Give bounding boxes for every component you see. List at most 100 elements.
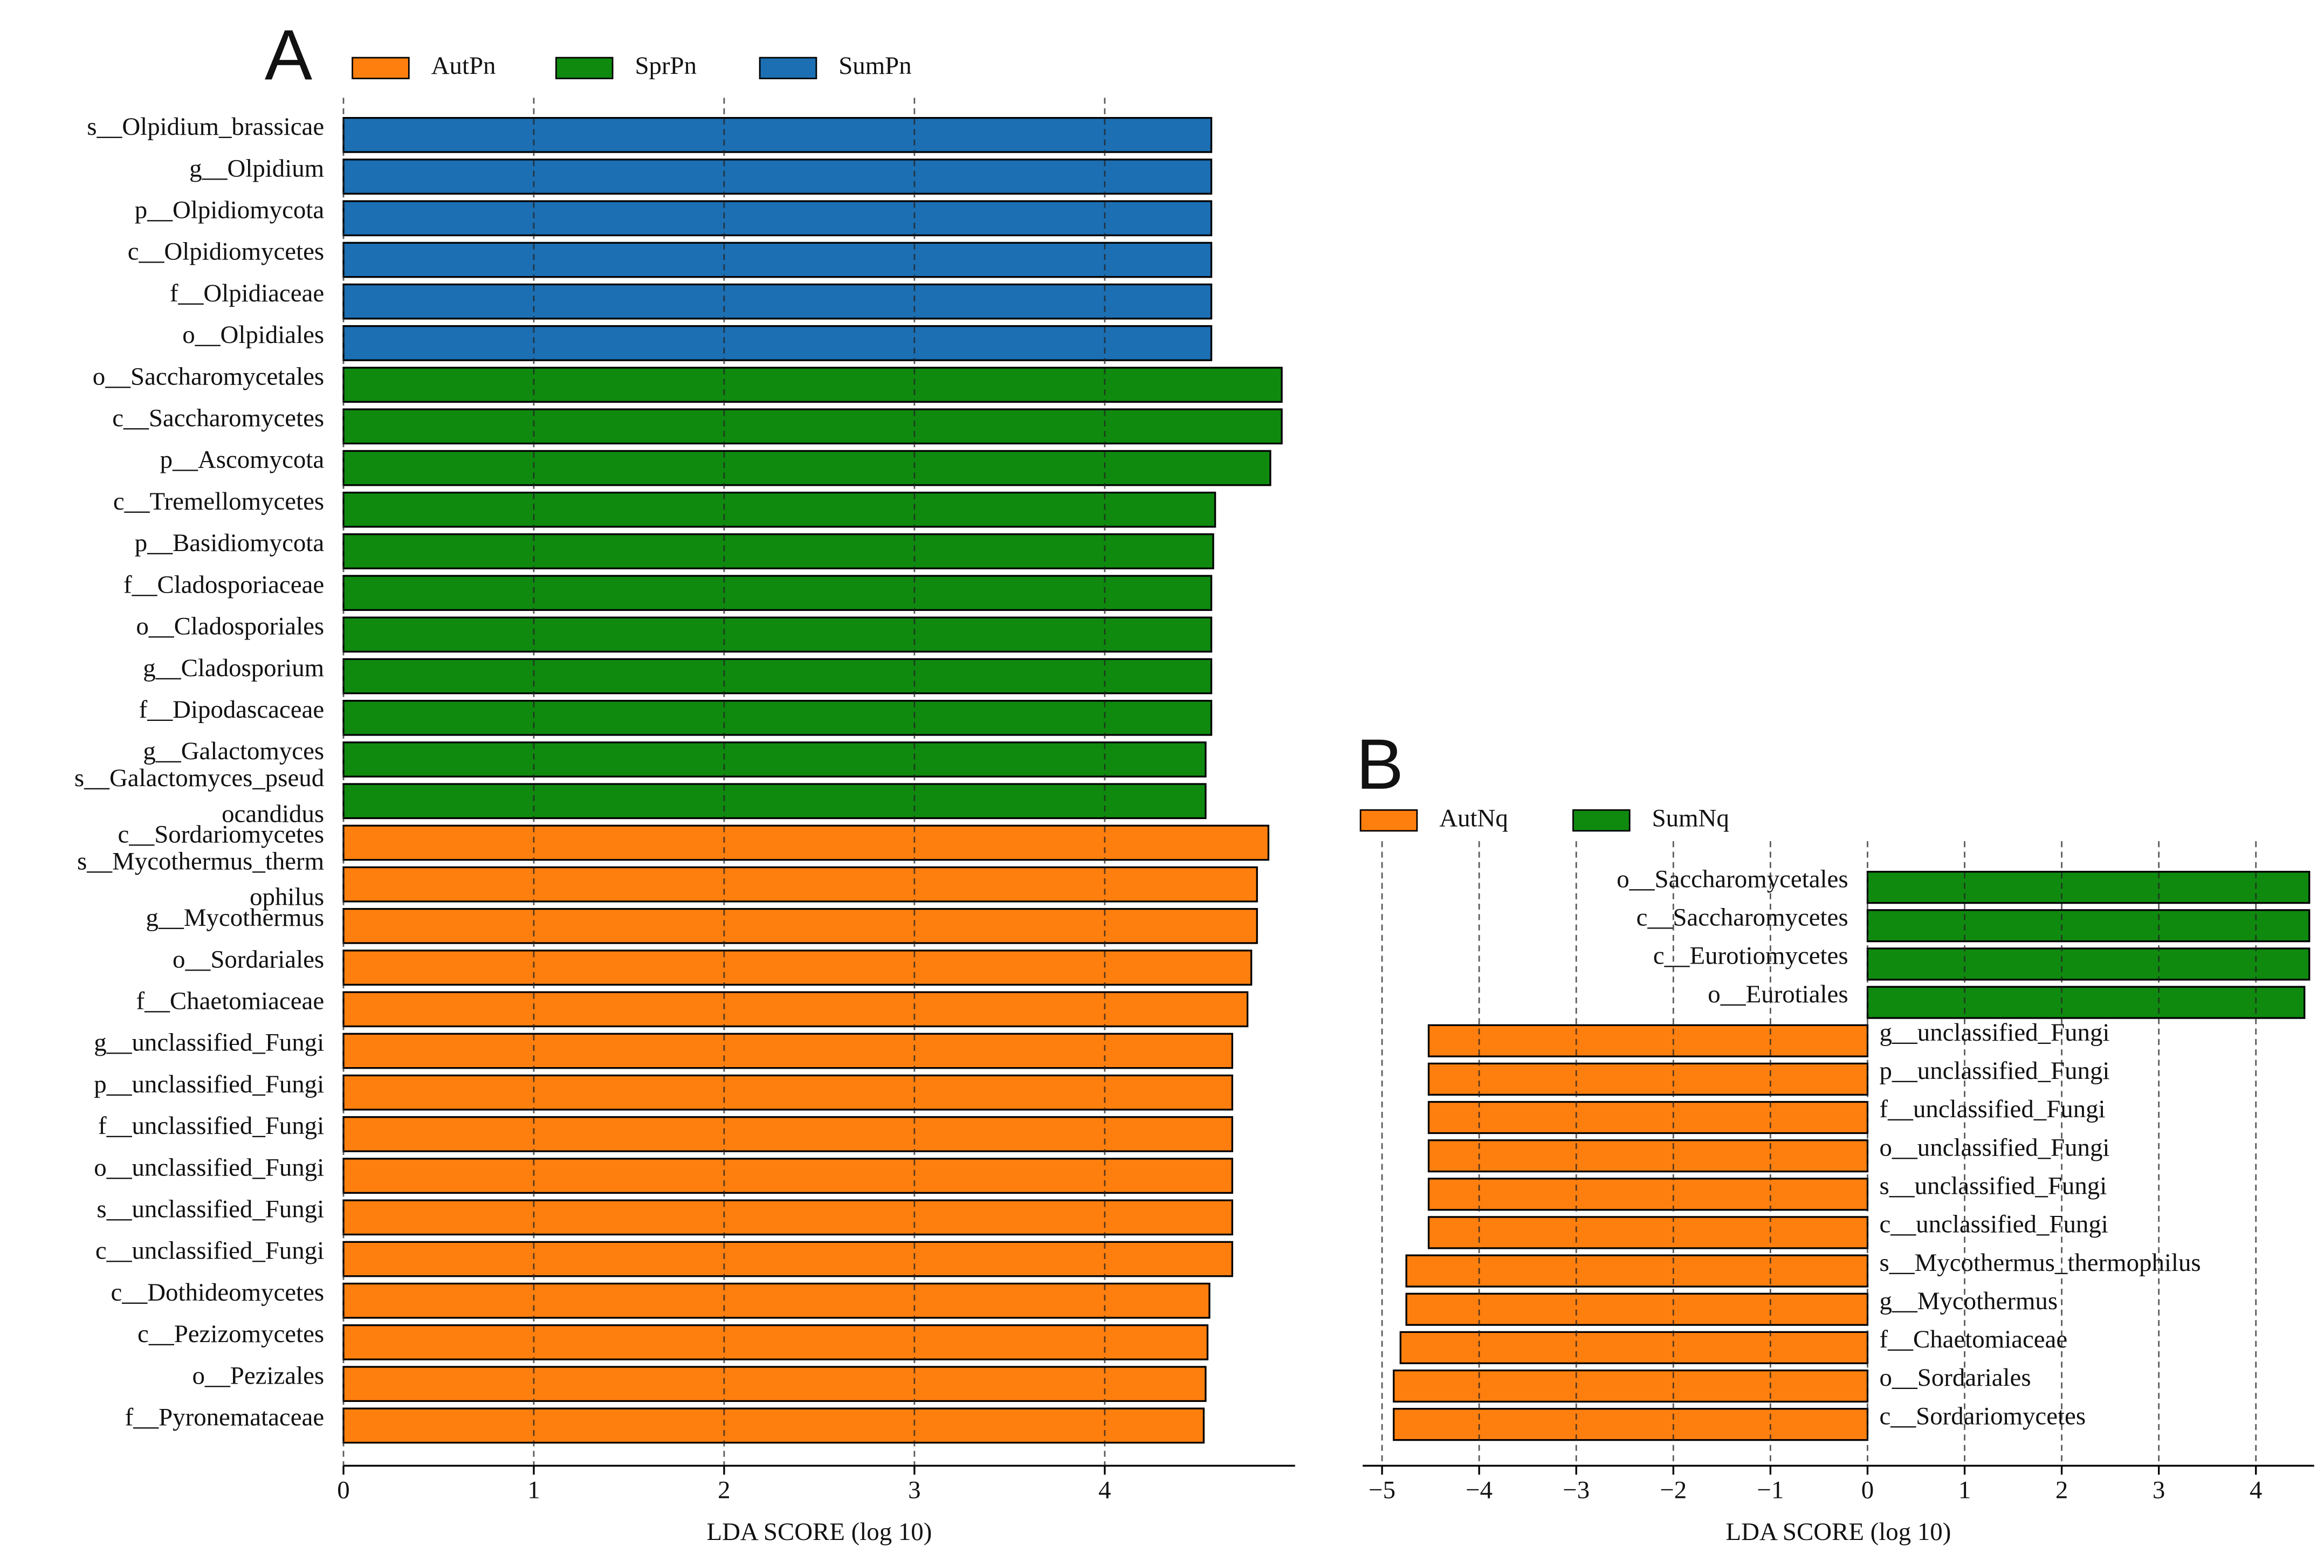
legend-label: AutNq	[1439, 804, 1508, 832]
category-label: c__Pezizomycetes	[137, 1320, 324, 1348]
legend-swatch	[759, 57, 817, 79]
bar	[342, 1407, 1205, 1444]
x-tick-label: 1	[1958, 1476, 1971, 1504]
category-label: g__unclassified_Fungi	[94, 1029, 324, 1057]
bar	[1405, 1254, 1869, 1288]
bar	[1866, 871, 2311, 904]
category-label-line: ophilus	[250, 883, 324, 911]
category-label: c__Sordariomycetes	[1880, 1402, 2086, 1430]
category-label: o__Sordariales	[173, 945, 324, 973]
bar	[1427, 1139, 1869, 1173]
legend-label: AutPn	[431, 52, 496, 80]
category-label: o__Eurotiales	[1708, 980, 1848, 1008]
category-label: p__unclassified_Fungi	[94, 1070, 324, 1098]
category-label-line: s__Mycothermus_therm	[77, 847, 324, 875]
category-label: f__unclassified_Fungi	[1880, 1095, 2106, 1123]
bar	[342, 159, 1213, 195]
bar	[342, 1282, 1211, 1319]
bar	[1866, 986, 2306, 1019]
category-label: o__Sordariales	[1880, 1364, 2031, 1392]
bar	[342, 367, 1283, 403]
category-label: o__Pezizales	[192, 1361, 325, 1390]
category-label: f__Olpidiaceae	[170, 279, 324, 307]
category-label: g__Mycothermus	[146, 904, 325, 932]
x-tick-label: 2	[2055, 1476, 2068, 1504]
bar	[342, 1241, 1233, 1277]
category-label: c__unclassified_Fungi	[95, 1237, 324, 1265]
category-label: c__Eurotiomycetes	[1653, 942, 1848, 970]
bar	[1393, 1369, 1869, 1403]
category-label: s__Mycothermus_thermophilus	[1880, 1249, 2201, 1277]
category-label: s__unclassified_Fungi	[97, 1195, 324, 1223]
category-label: o__Saccharomycetales	[93, 362, 324, 390]
x-tick-label: −5	[1369, 1476, 1395, 1504]
panel-label: A	[265, 15, 313, 95]
x-tick-label: −4	[1466, 1476, 1493, 1504]
bar	[1866, 909, 2311, 943]
category-label-line: s__Galactomyces_pseud	[74, 764, 324, 792]
x-axis-title: LDA SCORE (log 10)	[706, 1518, 932, 1546]
bar	[342, 991, 1249, 1028]
category-label: o__unclassified_Fungi	[1880, 1133, 2110, 1161]
x-tick-label: 3	[908, 1476, 920, 1504]
category-label-line: ocandidus	[222, 800, 324, 828]
category-label: f__Chaetomiaceae	[1880, 1325, 2068, 1353]
bar	[1427, 1062, 1869, 1096]
category-label: p__unclassified_Fungi	[1880, 1057, 2110, 1085]
x-tick-label: 0	[337, 1476, 349, 1504]
category-label: f__Dipodascaceae	[139, 696, 324, 724]
category-label: c__Dothideomycetes	[111, 1278, 325, 1306]
bar	[342, 950, 1253, 986]
category-label: c__Sordariomycetes	[118, 821, 325, 849]
category-label: o__Saccharomycetales	[1617, 865, 1848, 893]
category-label: g__Galactomyces	[143, 737, 324, 765]
legend-swatch	[352, 57, 410, 79]
bar	[342, 1199, 1233, 1236]
bar	[1427, 1101, 1869, 1134]
bar	[342, 408, 1283, 445]
legend-label: SumPn	[838, 52, 911, 80]
bar	[342, 283, 1213, 320]
bar	[342, 450, 1271, 486]
bar	[342, 616, 1213, 653]
category-label: o__unclassified_Fungi	[94, 1153, 324, 1181]
bar	[342, 907, 1258, 944]
bar	[342, 200, 1213, 237]
bar	[342, 824, 1270, 861]
bar	[1427, 1024, 1869, 1057]
legend-label: SprPn	[635, 52, 697, 80]
bar	[342, 242, 1213, 278]
category-label: p__Ascomycota	[160, 446, 325, 474]
bar	[342, 783, 1207, 820]
category-label: g__unclassified_Fungi	[1880, 1019, 2110, 1047]
category-label: g__Cladosporium	[143, 654, 324, 682]
category-label: o__Olpidiales	[182, 321, 324, 349]
x-tick-label: 4	[2250, 1476, 2262, 1504]
category-label: s__unclassified_Fungi	[1880, 1172, 2107, 1200]
category-label: p__Basidiomycota	[135, 529, 325, 557]
category-label: f__unclassified_Fungi	[98, 1112, 324, 1140]
x-tick-label: 2	[718, 1476, 730, 1504]
bar	[1393, 1408, 1869, 1441]
x-tick-label: −3	[1563, 1476, 1590, 1504]
legend-label: SumNq	[1652, 804, 1729, 832]
category-label: c__unclassified_Fungi	[1880, 1211, 2108, 1239]
category-label: s__Galactomyces_pseud ocandidus	[74, 764, 324, 828]
category-label: f__Cladosporiaceae	[123, 570, 324, 599]
bar	[342, 1033, 1233, 1069]
category-label: c__Saccharomycetes	[1637, 904, 1848, 932]
category-label: c__Olpidiomycetes	[128, 238, 324, 266]
bar	[342, 658, 1213, 694]
bar	[342, 575, 1213, 611]
category-label: s__Olpidium_brassicae	[87, 113, 324, 141]
x-tick-label: −2	[1660, 1476, 1687, 1504]
bar	[1427, 1178, 1869, 1211]
category-label: o__Cladosporiales	[136, 613, 324, 641]
category-label: p__Olpidiomycota	[135, 196, 325, 224]
x-tick-label: 1	[527, 1476, 540, 1504]
category-label: c__Tremellomycetes	[113, 487, 324, 515]
bar	[342, 1116, 1233, 1152]
